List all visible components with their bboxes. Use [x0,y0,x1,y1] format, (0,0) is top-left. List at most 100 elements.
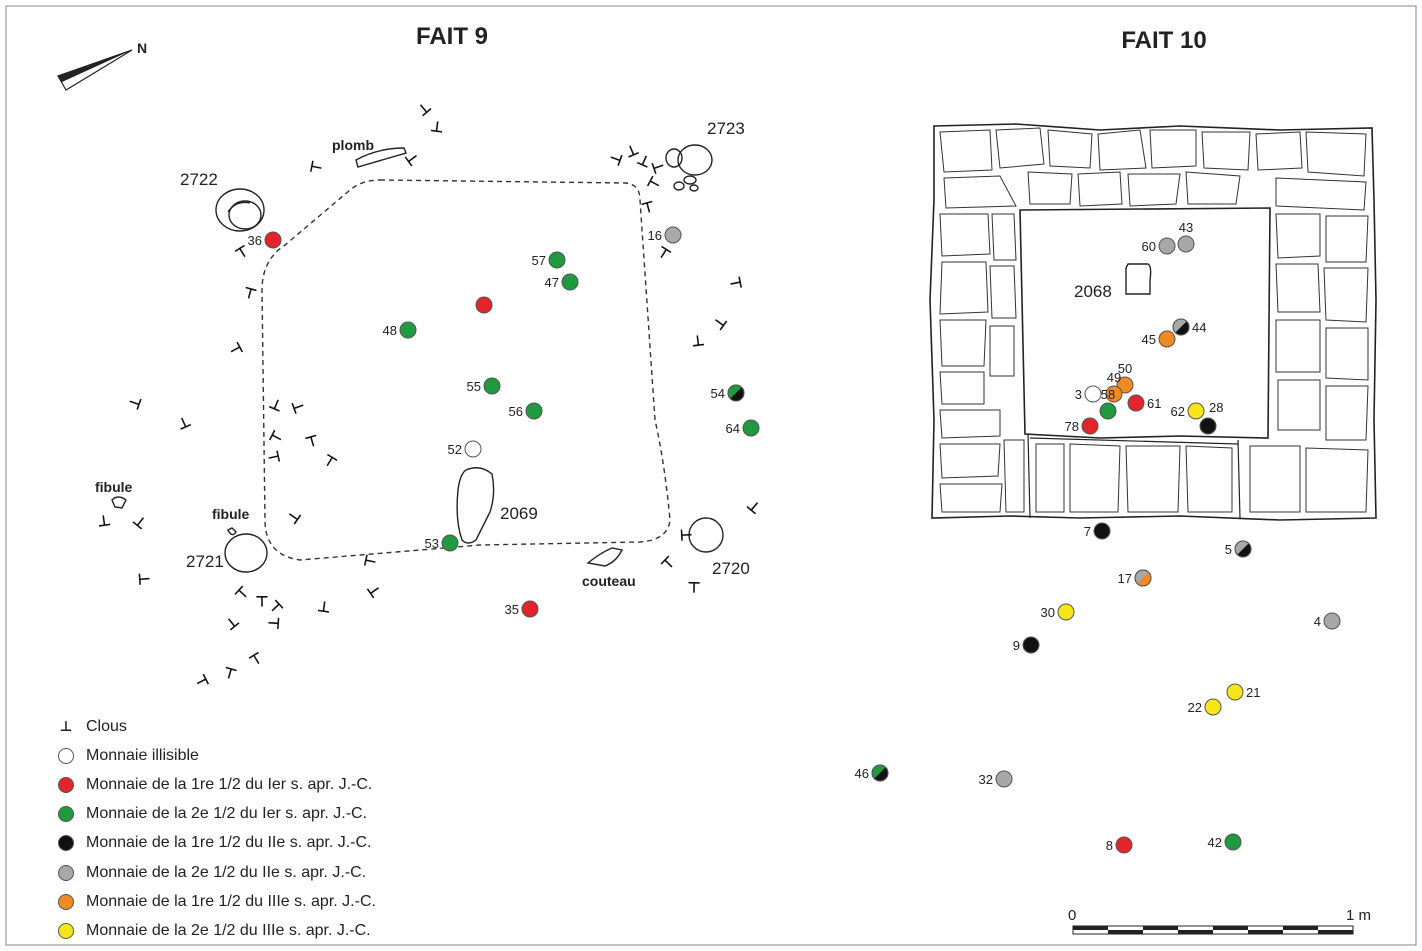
coin-dot [1158,330,1176,348]
nail-icon: ⊥ [647,158,668,177]
coin-dot [1127,394,1145,412]
coin-marker: 36 [248,231,282,249]
coin-dot-second-half [1137,572,1151,586]
legend-label: Monnaie de la 1re 1/2 du IIe s. apr. J.-… [86,834,372,852]
nail-icon: ⊥ [245,648,266,670]
coin-dot [995,770,1013,788]
label-2720: 2720 [712,559,750,578]
nail-icon: ⊥ [59,718,73,735]
coin-marker: 7 [1084,522,1111,540]
label-fibule-east: fibule [212,506,250,522]
coin-marker: 35 [505,600,539,618]
coin-dot [1105,385,1123,403]
nail-icon: ⊥ [726,275,746,292]
nail-icon: ⊥ [709,312,732,334]
scale-end-label: 1 m [1346,907,1371,924]
title-fait-10: FAIT 10 [1121,27,1206,54]
coin-marker: 50 [1116,361,1134,394]
legend-swatch-icon [58,747,74,764]
nail-icon: ⊥ [743,496,765,519]
coin-marker: 45 [1142,330,1176,348]
coin-dot [561,273,579,291]
coin-marker: 4 [1314,612,1341,630]
coin-number-label: 49 [1107,370,1121,385]
coin-dot [399,321,417,339]
nail-icon: ⊥ [265,427,287,447]
coin-marker [475,296,493,314]
coin-marker: 47 [545,273,579,291]
nail-icon: ⊥ [231,582,254,604]
coin-dot [1022,636,1040,654]
title-fait-9: FAIT 9 [416,23,488,50]
coin-number-label: 78 [1065,419,1079,434]
nail-icon: ⊥ [225,339,247,360]
nail-icon: ⊥ [241,283,259,304]
coin-number-label: 35 [505,602,519,617]
coin-dot [1199,417,1217,435]
coin-number-label: 56 [509,404,523,419]
legend-row: Monnaie de la 2e 1/2 du IIIe s. apr. J.-… [58,916,578,945]
coin-marker: 61 [1127,394,1161,412]
coin-dot-ring [1234,540,1252,558]
coin-dot [1158,237,1176,255]
legend-row: Monnaie de la 2e 1/2 du Ier s. apr. J.-C… [58,800,578,829]
label-2722: 2722 [180,170,218,189]
nail-icon: ⊥ [283,506,306,528]
legend-label: Monnaie de la 2e 1/2 du IIe s. apr. J.-C… [86,863,367,881]
coin-number-label: 17 [1118,571,1132,586]
coin-number-label: 54 [711,386,725,401]
scale-start-label: 0 [1068,907,1076,924]
coin-marker: 49 [1105,370,1123,403]
coin-dot [1081,417,1099,435]
coin-marker: 28 [1199,400,1223,435]
coin-dot [521,600,539,618]
coin-dot-ring [1172,318,1190,336]
coin-marker: 44 [1172,318,1206,336]
legend-swatch-icon [58,806,74,823]
coin-number-label: 22 [1188,700,1202,715]
north-label: N [137,40,147,56]
nail-icon: ⊥ [363,580,386,602]
posthole-2722 [215,188,265,232]
nail-icon: ⊥ [306,159,326,176]
pit-2069 [456,467,495,544]
nail-icon: ⊥ [303,430,321,451]
nail-icon: ⊥ [622,140,642,162]
fibule-object-east [227,527,237,536]
coin-dot [525,402,543,420]
coin-number-label: 58 [1101,387,1115,402]
coin-dot [1187,402,1205,420]
coin-number-label: 48 [383,323,397,338]
coin-dot [483,377,501,395]
nail-icon: ⊥ [266,394,286,416]
coin-dot [464,440,482,458]
legend-label: Monnaie de la 2e 1/2 du Ier s. apr. J.-C… [86,805,368,823]
coin-number-label: 64 [726,421,740,436]
nail-icon: ⊥ [135,572,154,587]
legend-row: Monnaie de la 1re 1/2 du Ier s. apr. J.-… [58,770,578,799]
label-2069: 2069 [500,504,538,523]
coin-marker: 58 [1099,387,1117,420]
plomb-object [355,147,407,168]
coin-number-label: 57 [532,253,546,268]
coin-number-label: 44 [1192,320,1206,335]
nail-icon: ⊥ [316,597,332,617]
fibule-object-west [111,496,127,509]
nail-icon: ⊥ [191,671,213,691]
legend-row: Monnaie de la 2e 1/2 du IIe s. apr. J.-C… [58,858,578,887]
legend-label: Monnaie de la 1re 1/2 du Ier s. apr. J.-… [86,775,373,793]
legend-swatch-icon [58,864,74,881]
coin-number-label: 61 [1147,396,1161,411]
legend-label: Monnaie de la 1re 1/2 du IIIe s. apr. J.… [86,892,376,910]
nail-icon: ⊥ [174,412,194,434]
coin-number-label: 30 [1041,605,1055,620]
coin-number-label: 16 [648,228,662,243]
coin-marker: 21 [1226,683,1260,701]
coin-marker: 42 [1208,833,1242,851]
coin-dot-second-half [1175,321,1189,335]
coin-number-label: 42 [1208,835,1222,850]
legend-row: Monnaie de la 1re 1/2 du IIIe s. apr. J.… [58,887,578,916]
label-plomb: plomb [332,137,374,153]
coin-marker: 9 [1013,636,1040,654]
